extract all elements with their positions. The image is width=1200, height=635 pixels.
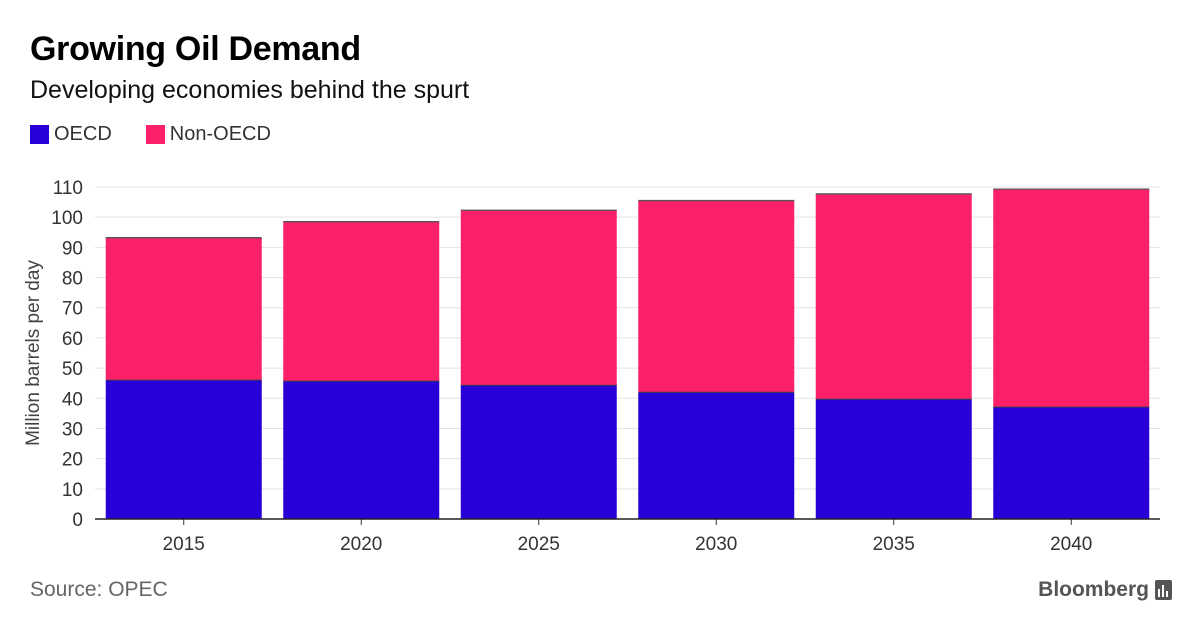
legend-label-oecd: OECD	[54, 123, 112, 145]
bar-segment-oecd	[283, 381, 440, 519]
bloomberg-terminal-icon	[1155, 580, 1172, 600]
chart-subtitle: Developing economies behind the spurt	[30, 76, 470, 104]
bar-segment-non-oecd	[993, 189, 1150, 408]
legend: OECD Non-OECD	[30, 123, 305, 146]
source-note: Source: OPEC	[30, 578, 168, 601]
legend-swatch-non-oecd	[145, 125, 165, 144]
y-tick-label: 50	[62, 359, 83, 380]
chart-title: Growing Oil Demand	[30, 30, 361, 68]
x-tick-label: 2025	[518, 534, 560, 555]
y-tick-label: 10	[62, 480, 83, 501]
y-tick-label: 110	[53, 178, 83, 199]
y-tick-label: 100	[51, 208, 83, 229]
y-tick-label: 60	[62, 329, 83, 350]
legend-swatch-oecd	[30, 125, 49, 144]
y-tick-label: 70	[62, 299, 83, 320]
bar-segment-non-oecd	[283, 221, 440, 382]
bar-segment-oecd	[638, 392, 795, 519]
bar-segment-oecd	[460, 385, 617, 519]
brand-logo: Bloomberg	[1038, 578, 1172, 602]
bar-segment-non-oecd	[105, 237, 262, 381]
x-tick-label: 2020	[340, 534, 382, 555]
bar-segment-oecd	[105, 380, 262, 519]
x-tick-label: 2015	[163, 534, 205, 555]
y-tick-label: 40	[62, 389, 83, 410]
y-axis-label: Million barrels per day	[23, 260, 44, 446]
legend-item-non-oecd: Non-OECD	[145, 123, 271, 146]
bar-segment-non-oecd	[815, 193, 972, 400]
y-tick-label: 90	[62, 238, 83, 259]
brand-name: Bloomberg	[1038, 578, 1149, 601]
y-tick-label: 80	[62, 269, 83, 290]
legend-label-non-oecd: Non-OECD	[169, 123, 271, 145]
x-tick-label: 2040	[1050, 534, 1092, 555]
y-tick-label: 30	[62, 419, 83, 440]
y-tick-label: 20	[62, 450, 83, 471]
x-tick-label: 2035	[873, 534, 915, 555]
bar-segment-non-oecd	[638, 200, 795, 393]
y-tick-label: 0	[72, 510, 83, 531]
legend-item-oecd: OECD	[30, 123, 112, 146]
x-tick-label: 2030	[695, 534, 737, 555]
bar-segment-oecd	[815, 399, 972, 519]
bar-segment-oecd	[993, 407, 1150, 519]
bar-segment-non-oecd	[460, 210, 617, 386]
